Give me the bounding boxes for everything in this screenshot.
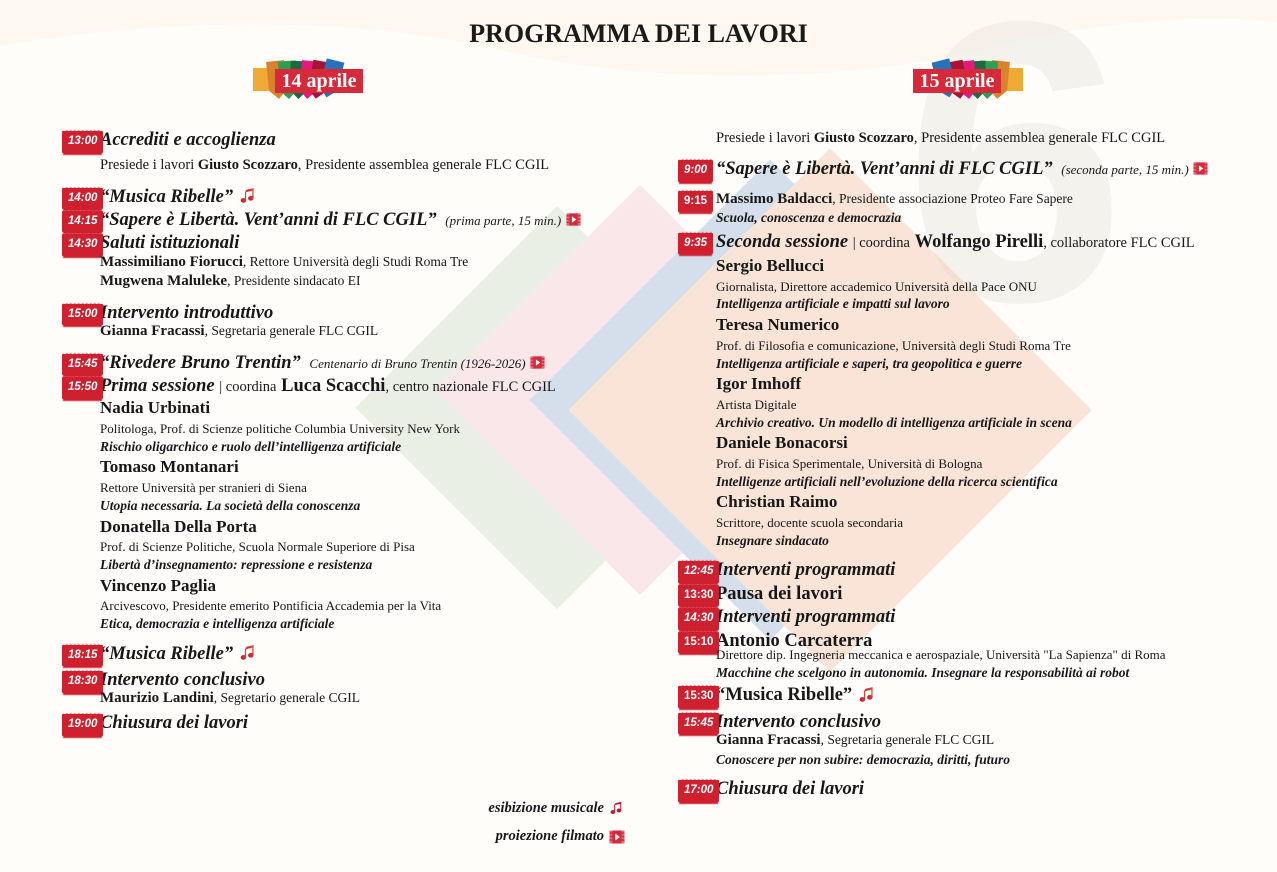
svg-text:14 aprile: 14 aprile <box>282 70 357 92</box>
svg-text:15 aprile: 15 aprile <box>920 70 995 92</box>
